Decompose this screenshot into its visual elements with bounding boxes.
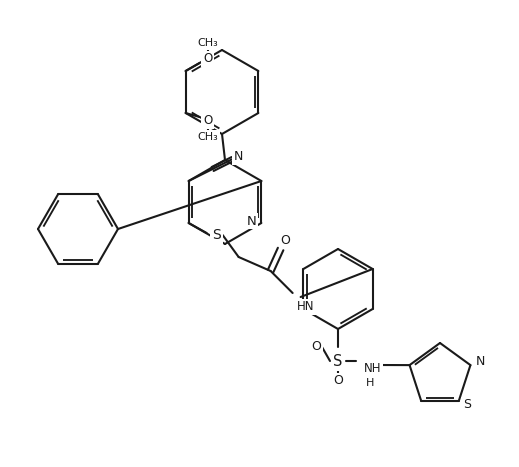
Text: S: S bbox=[333, 354, 343, 368]
Text: N: N bbox=[476, 354, 485, 368]
Text: O: O bbox=[311, 340, 321, 354]
Text: NH: NH bbox=[364, 362, 381, 375]
Text: S: S bbox=[212, 228, 221, 242]
Text: H: H bbox=[366, 378, 374, 388]
Text: CH₃: CH₃ bbox=[197, 38, 218, 48]
Text: N: N bbox=[234, 150, 243, 163]
Text: O: O bbox=[203, 52, 212, 65]
Text: O: O bbox=[203, 114, 212, 127]
Text: O: O bbox=[333, 375, 343, 388]
Text: O: O bbox=[281, 234, 291, 248]
Text: CH₃: CH₃ bbox=[197, 132, 218, 142]
Text: S: S bbox=[463, 398, 471, 411]
Text: HN: HN bbox=[297, 300, 314, 313]
Text: N: N bbox=[247, 214, 256, 227]
